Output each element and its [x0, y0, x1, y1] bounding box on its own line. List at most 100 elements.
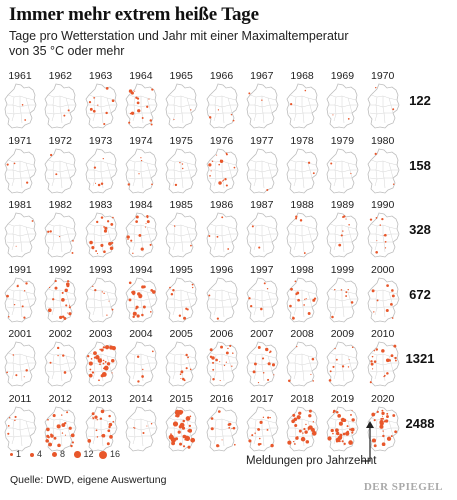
- year-label: 1992: [48, 263, 72, 276]
- year-map: [44, 83, 77, 129]
- state-border: [146, 162, 152, 178]
- station-dot: [227, 426, 230, 429]
- station-dot: [102, 157, 104, 159]
- station-dot: [130, 91, 134, 95]
- year-label: 2011: [8, 392, 32, 405]
- state-border: [261, 289, 265, 317]
- state-border: [186, 291, 192, 307]
- state-border: [172, 96, 176, 122]
- station-dot: [96, 435, 98, 438]
- year-map: [286, 406, 319, 451]
- year-map: [125, 406, 158, 451]
- station-dot: [25, 281, 28, 285]
- state-border: [369, 112, 393, 115]
- state-border: [11, 354, 15, 380]
- station-dot: [65, 303, 68, 306]
- state-border: [227, 355, 232, 372]
- station-dot: [136, 313, 140, 318]
- station-dot: [93, 166, 96, 169]
- station-dot: [168, 434, 175, 440]
- year-map: [206, 277, 238, 322]
- germany-outline: [367, 212, 400, 258]
- state-border: [180, 96, 184, 124]
- station-dot: [219, 345, 223, 349]
- station-dot: [142, 305, 146, 308]
- state-border: [329, 370, 353, 373]
- year-map: [165, 212, 198, 258]
- state-border: [92, 419, 95, 444]
- state-border: [374, 354, 377, 380]
- state-border: [388, 162, 393, 178]
- station-dot: [312, 430, 317, 436]
- station-dot: [107, 428, 110, 432]
- station-dot: [59, 315, 63, 319]
- station-dot: [96, 418, 98, 420]
- year-label: 1988: [290, 199, 314, 211]
- state-border: [369, 177, 393, 179]
- station-dot: [179, 373, 182, 376]
- station-dot: [293, 440, 295, 442]
- station-dot: [350, 172, 352, 174]
- station-dot: [186, 307, 189, 311]
- station-dot: [304, 429, 308, 434]
- station-dot: [88, 101, 91, 104]
- state-border: [87, 435, 111, 437]
- station-dot: [108, 300, 110, 302]
- year-label: 2017: [250, 392, 274, 405]
- station-dot: [136, 101, 140, 105]
- state-border: [60, 225, 63, 253]
- state-border: [248, 370, 272, 373]
- station-dot: [336, 410, 339, 413]
- station-dot: [337, 413, 342, 418]
- state-border: [369, 370, 393, 373]
- station-dot: [307, 311, 311, 315]
- station-dot: [55, 287, 57, 289]
- germany-outline: [125, 212, 158, 258]
- state-border: [253, 290, 257, 315]
- station-dot: [99, 243, 104, 247]
- year-map: [206, 212, 238, 258]
- state-border: [92, 290, 95, 315]
- year-label: 1974: [129, 134, 153, 147]
- station-dot: [98, 348, 101, 351]
- station-dot: [292, 413, 296, 417]
- state-border: [334, 96, 337, 122]
- station-dot: [221, 180, 223, 182]
- station-dot: [107, 414, 111, 417]
- station-dot: [350, 413, 353, 416]
- station-dot: [307, 428, 309, 431]
- year-label: 1963: [88, 70, 113, 82]
- station-dot: [217, 180, 222, 185]
- state-border: [342, 289, 345, 317]
- station-dot: [109, 246, 113, 251]
- state-border: [289, 241, 313, 244]
- state-border: [293, 354, 297, 380]
- station-dot: [371, 437, 376, 443]
- state-border: [6, 435, 30, 437]
- station-dot: [259, 420, 263, 424]
- state-border: [168, 177, 192, 179]
- station-dot: [104, 360, 107, 363]
- state-border: [66, 226, 71, 243]
- station-dot: [130, 111, 135, 115]
- state-border: [293, 96, 297, 122]
- station-dot: [14, 415, 17, 418]
- station-dot: [330, 161, 333, 165]
- station-dot: [104, 345, 109, 350]
- station-dot: [391, 293, 395, 297]
- station-dot: [307, 425, 312, 430]
- station-dot: [290, 103, 293, 106]
- state-border: [334, 290, 337, 315]
- station-dot: [257, 382, 259, 384]
- station-dot: [132, 292, 135, 295]
- station-dot: [262, 357, 264, 360]
- germany-outline: [165, 83, 198, 129]
- state-border: [127, 435, 151, 437]
- state-border: [289, 112, 313, 115]
- state-border: [19, 289, 23, 317]
- station-dot: [298, 429, 302, 433]
- state-border: [267, 291, 273, 307]
- state-border: [92, 96, 95, 122]
- station-dot: [57, 346, 60, 350]
- station-dot: [341, 288, 343, 291]
